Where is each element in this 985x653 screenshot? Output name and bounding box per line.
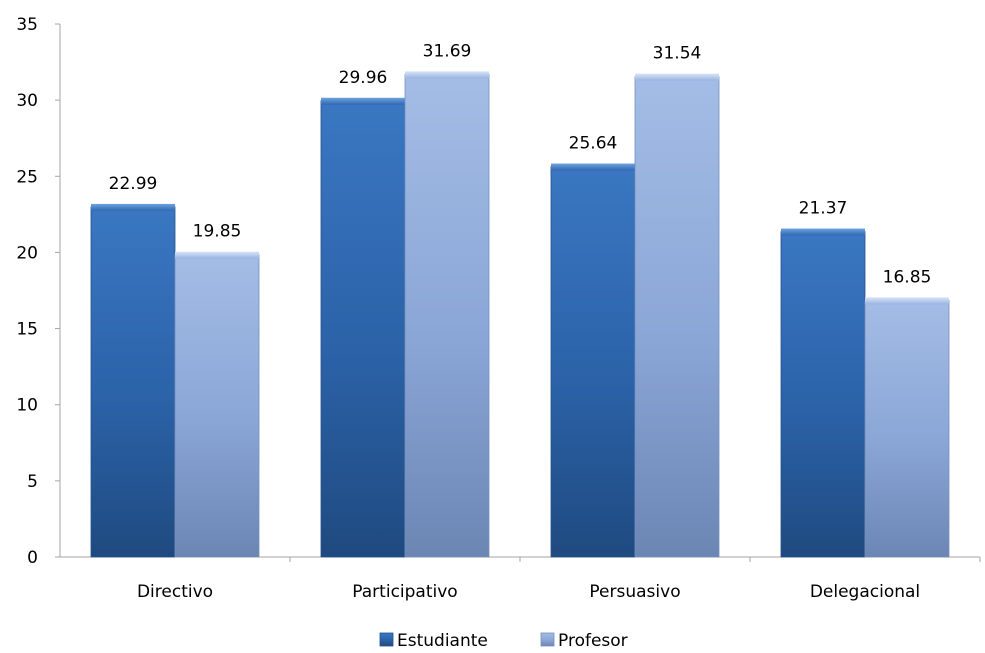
data-label: 21.37 (799, 199, 848, 219)
bar-profesor-delegacional (864, 299, 950, 558)
bar-cap (551, 163, 635, 171)
bar-estudiante-participativo (320, 100, 406, 558)
bar-cap (175, 251, 259, 259)
legend-label: Estudiante (397, 631, 488, 651)
y-tick-label: 5 (27, 472, 38, 492)
legend-item-estudiante: Estudiante (379, 631, 488, 651)
bar-cap (321, 97, 405, 105)
data-label: 25.64 (569, 134, 618, 154)
y-tick-label: 20 (16, 243, 38, 263)
legend-item-profesor: Profesor (540, 631, 628, 651)
bar-estudiante-persuasivo (550, 166, 636, 558)
bar-estudiante-directivo (90, 206, 176, 558)
bar-profesor-participativo (404, 74, 490, 558)
data-label: 22.99 (109, 174, 158, 194)
bar-cap (635, 73, 719, 81)
y-tick-label: 30 (16, 91, 38, 111)
legend-label: Profesor (558, 631, 628, 651)
data-label: 29.96 (339, 68, 388, 88)
y-tick-label: 10 (16, 396, 38, 416)
x-tick-label: Persuasivo (589, 582, 680, 602)
y-tick-label: 25 (16, 167, 38, 187)
data-label: 16.85 (883, 267, 932, 287)
y-tick-label: 15 (16, 320, 38, 340)
data-label: 31.54 (653, 44, 702, 64)
bar-cap (865, 297, 949, 305)
x-tick-label: Delegacional (810, 582, 920, 602)
y-tick-label: 0 (27, 548, 38, 568)
legend-swatch (540, 632, 555, 647)
x-tick-label: Directivo (137, 582, 213, 602)
bar-cap (781, 228, 865, 236)
bar-profesor-persuasivo (634, 76, 720, 558)
data-label: 31.69 (423, 41, 472, 61)
bar-cap (91, 203, 175, 211)
legend-swatch (379, 632, 394, 647)
x-tick-label: Participativo (352, 582, 457, 602)
data-label: 19.85 (193, 222, 242, 242)
bar-estudiante-delegacional (780, 231, 866, 558)
bar-cap (405, 71, 489, 79)
bar-profesor-directivo (174, 254, 260, 558)
y-tick-label: 35 (16, 15, 38, 35)
